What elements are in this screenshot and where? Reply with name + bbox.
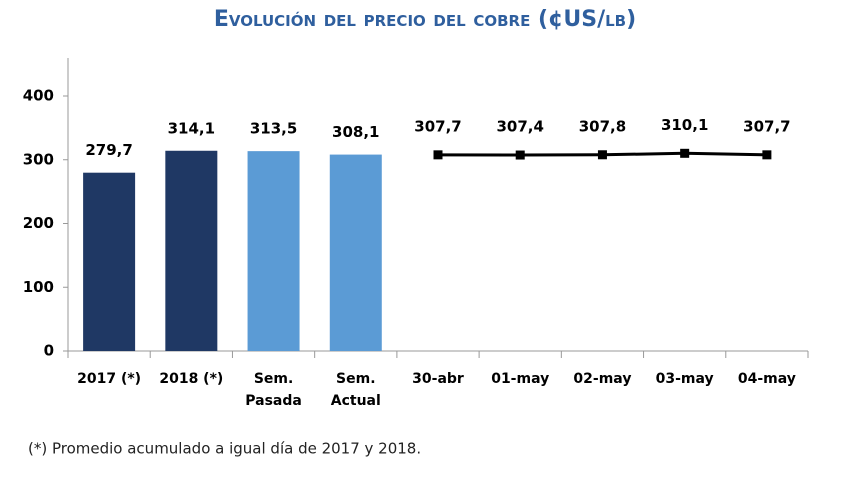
x-tick-label: Sem. <box>254 371 293 387</box>
y-tick-label: 0 <box>44 342 54 360</box>
value-label: 307,8 <box>579 117 626 135</box>
value-label: 307,7 <box>414 117 461 135</box>
value-label: 313,5 <box>250 120 297 138</box>
x-tick-label: 2017 (*) <box>77 371 141 387</box>
y-tick-label: 200 <box>23 214 54 232</box>
bar <box>329 154 382 351</box>
value-label: 314,1 <box>168 119 215 137</box>
bar <box>165 150 218 351</box>
chart-title: Evolución del precio del cobre (¢US/lb) <box>214 7 636 32</box>
value-label: 307,4 <box>496 118 543 136</box>
marker <box>515 150 525 160</box>
x-tick-label: 02-may <box>573 371 631 387</box>
y-tick-label: 100 <box>23 278 54 296</box>
footnote: (*) Promedio acumulado a igual día de 20… <box>28 440 421 458</box>
y-tick-label: 300 <box>23 150 54 168</box>
x-tick-label: 30-abr <box>412 371 464 387</box>
x-tick-label: 2018 (*) <box>159 371 223 387</box>
y-tick-label: 400 <box>23 87 54 105</box>
x-tick-label: 03-may <box>656 371 714 387</box>
bar <box>247 151 300 351</box>
x-tick-label: Sem. <box>336 371 375 387</box>
marker <box>762 150 772 160</box>
x-tick-label: 04-may <box>738 371 796 387</box>
marker <box>597 150 607 160</box>
x-tick-label: Actual <box>331 393 381 409</box>
marker <box>680 148 690 158</box>
x-tick-label: 01-may <box>491 371 549 387</box>
x-tick-label: Pasada <box>245 393 302 409</box>
value-label: 308,1 <box>332 123 379 141</box>
value-label: 310,1 <box>661 116 708 134</box>
value-label: 307,7 <box>743 117 790 135</box>
bar <box>83 172 136 351</box>
marker <box>433 150 443 160</box>
value-label: 279,7 <box>85 141 132 159</box>
